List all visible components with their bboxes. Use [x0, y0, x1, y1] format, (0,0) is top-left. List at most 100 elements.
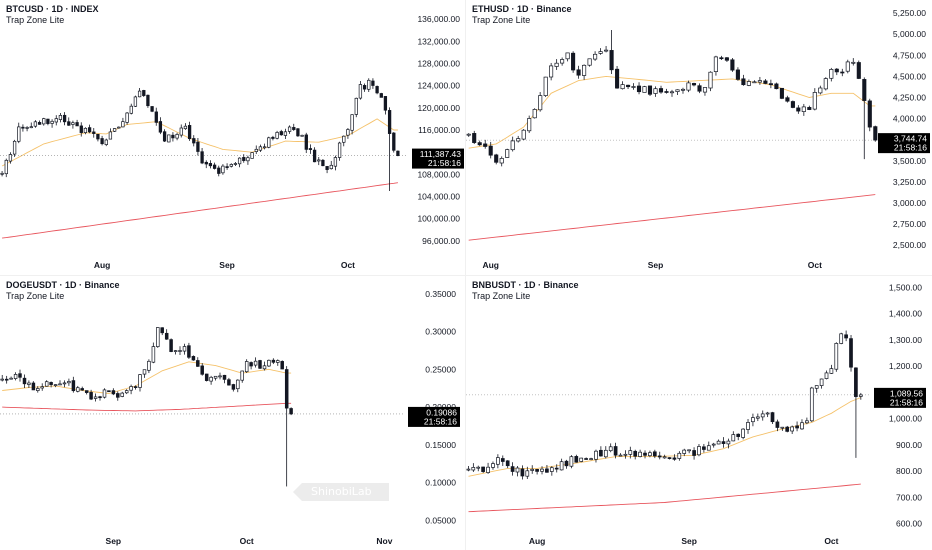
candle-body [37, 122, 42, 125]
candle [75, 119, 79, 127]
candle [667, 457, 672, 460]
candle-body [192, 138, 196, 144]
candle [647, 85, 653, 96]
candle-body [618, 454, 623, 457]
candle [218, 372, 222, 380]
candle-body [96, 133, 100, 140]
candle [582, 64, 587, 80]
chart-title[interactable]: DOGEUSDT · 1D · Binance [6, 280, 120, 290]
candle [736, 433, 741, 441]
candle-body [133, 96, 138, 107]
candle [154, 107, 158, 126]
chart-canvas[interactable]: 0.050000.100000.150000.200000.250000.300… [0, 276, 465, 550]
ema-line [468, 75, 876, 149]
indicator-label[interactable]: Trap Zone Lite [6, 291, 65, 301]
candle-body [807, 107, 812, 110]
candle [246, 155, 250, 165]
candle [142, 369, 147, 378]
candle-body [491, 463, 495, 468]
candle-body [532, 109, 537, 119]
chart-panel-doge[interactable]: DOGEUSDT · 1D · Binance Trap Zone Lite 0… [0, 276, 465, 550]
chart-panel-btc[interactable]: BTCUSD · 1D · INDEX Trap Zone Lite 96,00… [0, 0, 465, 275]
candle [17, 122, 21, 144]
ma-long-line [468, 483, 861, 513]
candle-body [774, 83, 779, 90]
candle-body [233, 163, 238, 165]
candle [196, 357, 200, 367]
indicator-label[interactable]: Trap Zone Lite [6, 15, 65, 25]
candle [564, 459, 569, 469]
candle [175, 132, 179, 141]
candle-body [33, 121, 38, 127]
chart-canvas[interactable]: 600.00700.00800.00900.001,000.001,100.00… [466, 276, 932, 550]
candle [200, 147, 204, 165]
panel-divider [0, 275, 932, 276]
candle [13, 372, 18, 381]
candle [812, 88, 817, 111]
candle [50, 119, 54, 128]
candle-body [598, 51, 603, 54]
ma-long-line [2, 182, 398, 239]
candle [296, 128, 300, 137]
candle-body [633, 450, 638, 457]
chart-title[interactable]: BNBUSDT · 1D · Binance [472, 280, 579, 290]
candle-body [151, 346, 156, 363]
candle-body [763, 80, 768, 84]
candle [79, 122, 83, 137]
candle-body [92, 131, 96, 134]
candle-body [667, 457, 672, 459]
candle-body [805, 420, 809, 424]
candle [571, 51, 576, 73]
candle [770, 411, 775, 425]
candle-body [217, 167, 221, 174]
candle-body [54, 118, 58, 123]
candle-body [867, 100, 872, 128]
candle [258, 144, 263, 153]
candle-body [631, 86, 636, 88]
candle [823, 77, 828, 91]
candle [751, 413, 755, 427]
candle-body [829, 368, 834, 374]
chart-title[interactable]: BTCUSD · 1D · INDEX [6, 4, 99, 14]
candle [716, 439, 721, 445]
candle [124, 389, 129, 395]
candle [125, 112, 129, 125]
chart-canvas[interactable]: 96,000.00100,000.00104,000.00108,000.001… [0, 0, 465, 275]
candle-body [713, 56, 718, 72]
chart-panel-eth[interactable]: ETHUSD · 1D · Binance Trap Zone Lite 2,5… [466, 0, 932, 275]
candle-body [18, 373, 22, 378]
candle [840, 68, 845, 77]
x-tick-label: Sep [648, 260, 664, 270]
price-tag-timer: 21:58:16 [428, 158, 461, 168]
candle-body [171, 134, 175, 139]
candle [250, 152, 254, 159]
y-tick-label: 4,000.00 [893, 114, 926, 124]
candle-body [510, 140, 515, 151]
candle-body [158, 121, 163, 133]
candle [795, 421, 799, 432]
candle [187, 342, 191, 359]
candle-body [525, 470, 530, 477]
candle [196, 137, 200, 156]
candle-body [44, 381, 49, 387]
candle-body [658, 88, 664, 93]
candle-body [196, 141, 200, 152]
candle [346, 128, 350, 139]
candle-body [702, 446, 706, 450]
candle-body [535, 469, 539, 472]
candle-body [814, 385, 819, 389]
chart-panel-bnb[interactable]: BNBUSDT · 1D · Binance Trap Zone Lite 60… [466, 276, 932, 550]
candle-body [107, 390, 111, 393]
candle [249, 361, 253, 370]
candle [271, 358, 276, 365]
candle [680, 87, 686, 94]
indicator-label[interactable]: Trap Zone Lite [472, 291, 531, 301]
candle [648, 450, 652, 458]
chart-canvas[interactable]: 2,500.00 2,750.00 3,000.00 3,250.00 3,500.00… [466, 0, 932, 275]
candle [711, 442, 716, 448]
price-tag-bg [878, 133, 930, 154]
indicator-label[interactable]: Trap Zone Lite [472, 15, 531, 25]
chart-title[interactable]: ETHUSD · 1D · Binance [472, 4, 572, 14]
candle-body [287, 126, 292, 132]
candle [520, 465, 525, 480]
